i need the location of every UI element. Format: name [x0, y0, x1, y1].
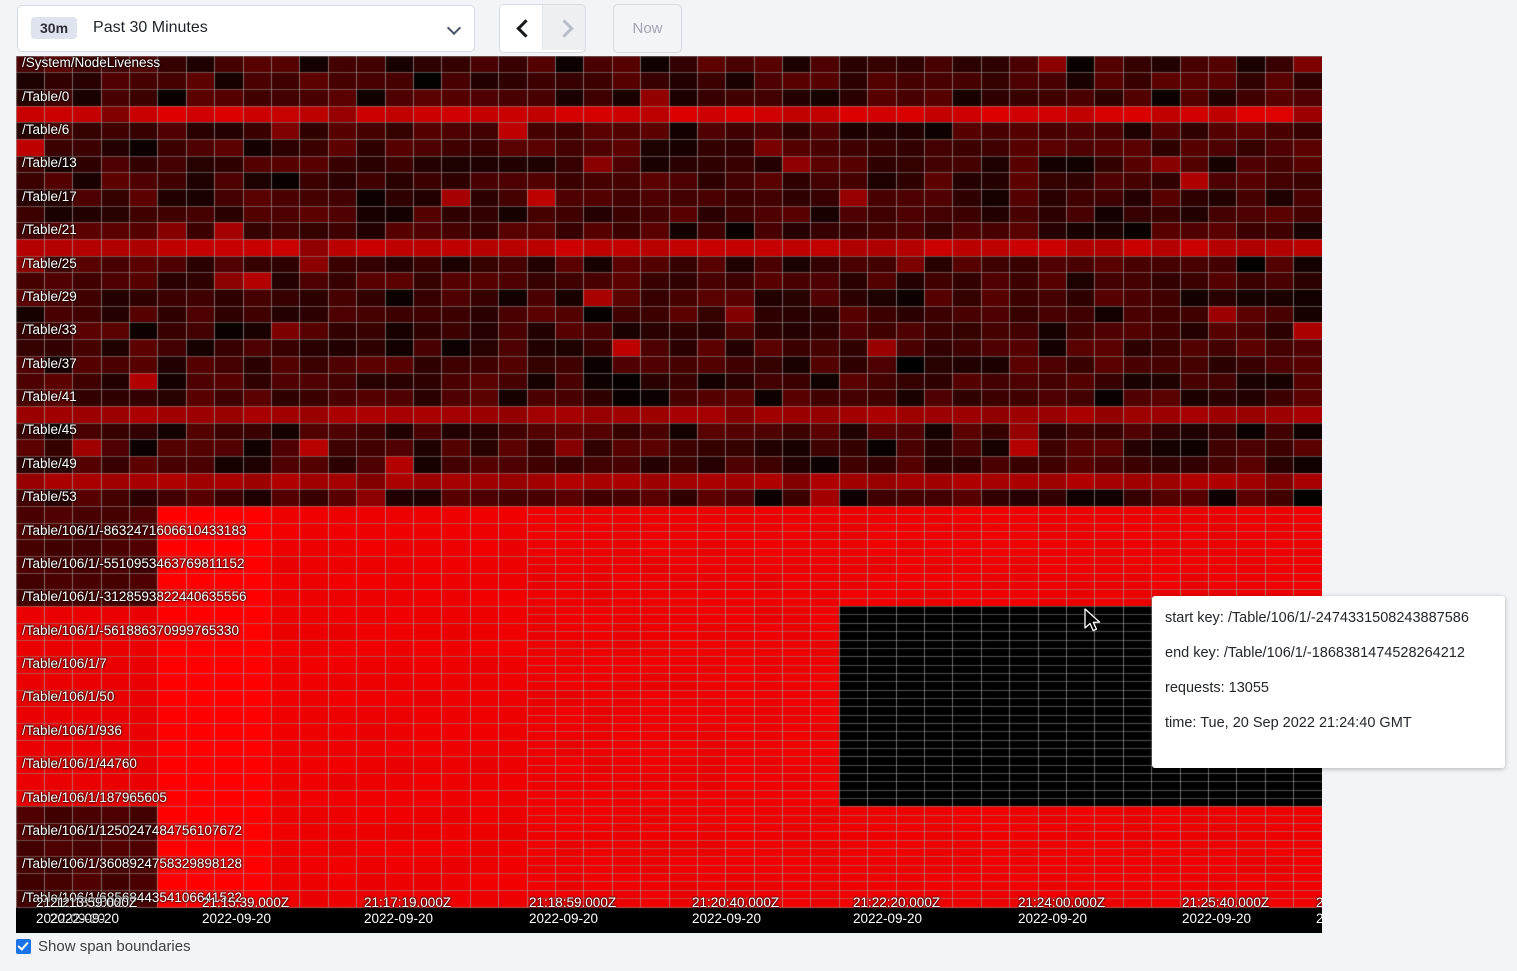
time-picker-toolbar: 30m Past 30 Minutes Now: [0, 0, 1517, 56]
chevron-right-icon: [558, 21, 571, 34]
show-span-boundaries-label: Show span boundaries: [38, 938, 191, 955]
now-button[interactable]: Now: [613, 3, 682, 53]
chevron-down-icon[interactable]: [448, 21, 462, 35]
heatmap-canvas[interactable]: [16, 56, 1322, 933]
tooltip-end-key: end key: /Table/106/1/-18683814745282642…: [1165, 645, 1465, 661]
time-nav-group: [499, 3, 586, 53]
show-span-boundaries-checkbox[interactable]: [16, 939, 31, 954]
tooltip-time: time: Tue, 20 Sep 2022 21:24:40 GMT: [1165, 715, 1412, 731]
heatmap-tooltip: start key: /Table/106/1/-247433150824388…: [1152, 596, 1505, 768]
span-boundaries-control[interactable]: Show span boundaries: [16, 938, 191, 955]
next-range-button[interactable]: [542, 4, 585, 50]
prev-range-button[interactable]: [500, 4, 542, 50]
key-visualizer-heatmap[interactable]: /System/NodeLiveness/Table/0/Table/6/Tab…: [16, 56, 1322, 933]
time-range-badge: 30m: [31, 17, 78, 39]
time-range-select[interactable]: 30m Past 30 Minutes: [17, 4, 475, 52]
tooltip-requests: requests: 13055: [1165, 680, 1269, 696]
chevron-left-icon: [515, 21, 528, 34]
tooltip-start-key: start key: /Table/106/1/-247433150824388…: [1165, 610, 1469, 626]
time-range-label: Past 30 Minutes: [93, 19, 208, 36]
